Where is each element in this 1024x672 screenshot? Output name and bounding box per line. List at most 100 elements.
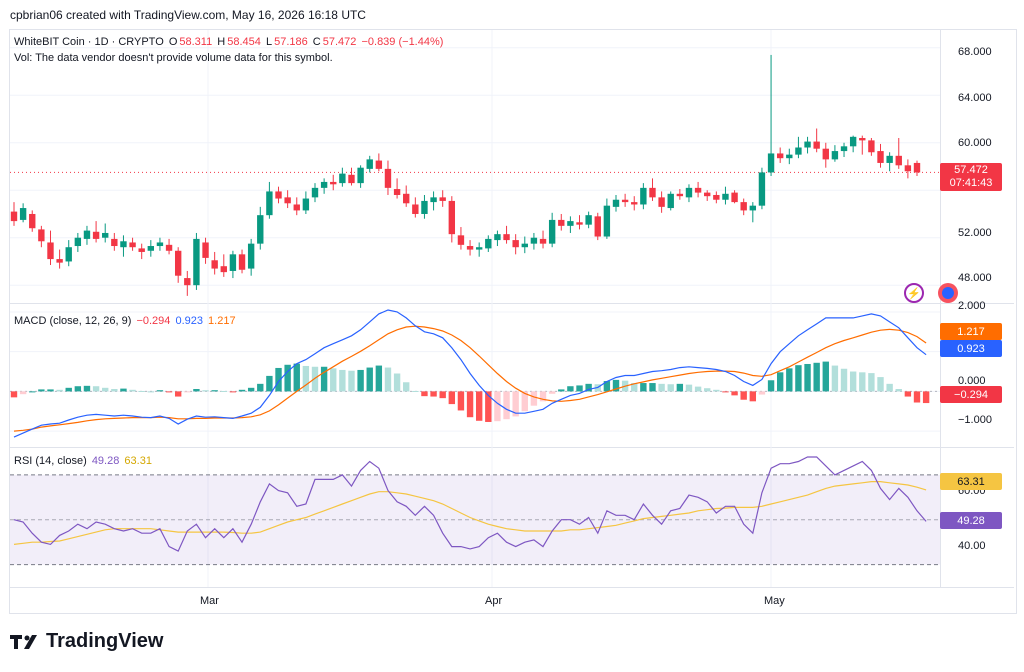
candle-body (813, 141, 820, 149)
macd-histogram-bar (220, 390, 227, 392)
candle-body (740, 202, 747, 211)
macd-histogram-bar (776, 372, 784, 392)
macd-signal-value: 1.217 (208, 315, 236, 327)
macd-histogram-bar (685, 384, 693, 392)
flag-icon[interactable] (938, 283, 958, 303)
macd-tick-neg1: −1.000 (958, 414, 992, 426)
macd-histogram-bar (111, 389, 118, 392)
candle-body (895, 155, 902, 166)
rsi-value: 49.28 (91, 455, 120, 467)
candle-body (658, 197, 665, 207)
close-value: 57.472 (322, 36, 357, 48)
symbol-label[interactable]: WhiteBIT Coin · 1D · CRYPTO (14, 36, 164, 48)
x-tick-may: May (764, 595, 785, 607)
macd-histogram-bar (612, 379, 620, 392)
rsi-ma-axis-label: 63.31 (940, 473, 1002, 490)
macd-histogram-bar (257, 383, 264, 392)
macd-legend: MACD (close, 12, 26, 9) −0.294 0.923 1.2… (14, 315, 238, 327)
macd-histogram-bar (421, 391, 428, 397)
macd-histogram-bar (202, 390, 209, 392)
macd-histogram-bar (922, 391, 930, 404)
open-label: O (168, 36, 178, 48)
lightning-icon[interactable]: ⚡ (904, 283, 924, 303)
candle-body (485, 238, 492, 249)
macd-histogram-bar (649, 383, 656, 392)
macd-histogram-bar (667, 384, 674, 392)
macd-histogram-bar (849, 371, 857, 392)
macd-histogram-bar (147, 391, 155, 393)
macd-histogram-bar (804, 363, 811, 392)
macd-histogram-bar (275, 367, 282, 392)
macd-histogram-bar (211, 390, 218, 392)
candle-body (585, 215, 592, 225)
rsi-line (13, 456, 927, 552)
macd-histogram-bar (567, 386, 574, 392)
candle-body (886, 155, 893, 163)
x-tick-mar: Mar (200, 595, 219, 607)
candle-body (65, 247, 72, 262)
price-tick-60: 60.000 (958, 137, 992, 149)
main-legend: WhiteBIT Coin · 1D · CRYPTO O 58.311 H 58.… (14, 36, 445, 48)
candle-body (403, 193, 410, 204)
candle-body (685, 187, 693, 198)
candle-body (165, 244, 173, 251)
macd-axis-label: 0.923 (940, 340, 1002, 357)
macd-histogram-bar (694, 386, 702, 392)
candle-body (831, 151, 839, 160)
candle-body (521, 243, 528, 248)
candle-body (694, 187, 702, 193)
candle-body (776, 153, 784, 159)
candle-body (193, 238, 200, 286)
macd-histogram-bar (266, 375, 273, 392)
chart-frame[interactable] (9, 29, 1017, 614)
macd-histogram-bar (877, 377, 884, 392)
macd-histogram-bar (521, 391, 528, 412)
macd-histogram-bar (512, 391, 519, 417)
candle-body (859, 138, 866, 141)
candle-body (913, 162, 921, 173)
rsi-tick-40: 40.00 (958, 540, 986, 552)
candle-body (649, 187, 656, 198)
macd-histogram-bar (731, 391, 738, 396)
candle-body (29, 213, 36, 229)
macd-histogram-bar (640, 383, 647, 392)
macd-histogram-bar (320, 366, 328, 392)
macd-histogram-bar (19, 391, 27, 395)
candle-body (102, 232, 109, 238)
macd-histogram-bar (165, 391, 173, 393)
candle-body (713, 194, 720, 200)
candle-body (904, 165, 912, 172)
macd-value: 0.923 (175, 315, 203, 327)
macd-line (13, 309, 927, 438)
macd-histogram-bar (339, 369, 346, 392)
macd-histogram-bar (366, 367, 373, 392)
macd-histogram-bar (375, 365, 383, 392)
macd-histogram-bar (102, 387, 109, 392)
candle-body (804, 141, 811, 148)
tradingview-logo[interactable]: TradingView (10, 630, 163, 653)
macd-histogram-bar (311, 366, 319, 392)
change-value: −0.839 (−1.44%) (361, 36, 444, 48)
candle-body (257, 215, 264, 244)
candle-body (676, 193, 684, 197)
macd-histogram-bar (403, 382, 410, 392)
macd-histogram-bar (603, 381, 611, 392)
candle-body (174, 250, 182, 276)
macd-histogram-bar (831, 365, 839, 392)
rsi-title[interactable]: RSI (14, close) (14, 455, 87, 467)
candle-body (548, 219, 556, 244)
candle-body (120, 241, 127, 248)
rsi-ma-line (13, 481, 927, 545)
candle-body (275, 191, 282, 199)
macd-histogram-bar (868, 373, 875, 392)
candle-body (211, 260, 218, 269)
macd-histogram-bar (247, 387, 255, 392)
macd-histogram-bar (548, 391, 556, 394)
candle-body (767, 153, 775, 173)
attribution-text: cpbrian06 created with TradingView.com, … (10, 8, 366, 22)
candle-body (503, 234, 510, 241)
macd-title[interactable]: MACD (close, 12, 26, 9) (14, 315, 132, 327)
macd-histogram-bar (10, 391, 18, 398)
macd-histogram-bar (895, 389, 902, 392)
